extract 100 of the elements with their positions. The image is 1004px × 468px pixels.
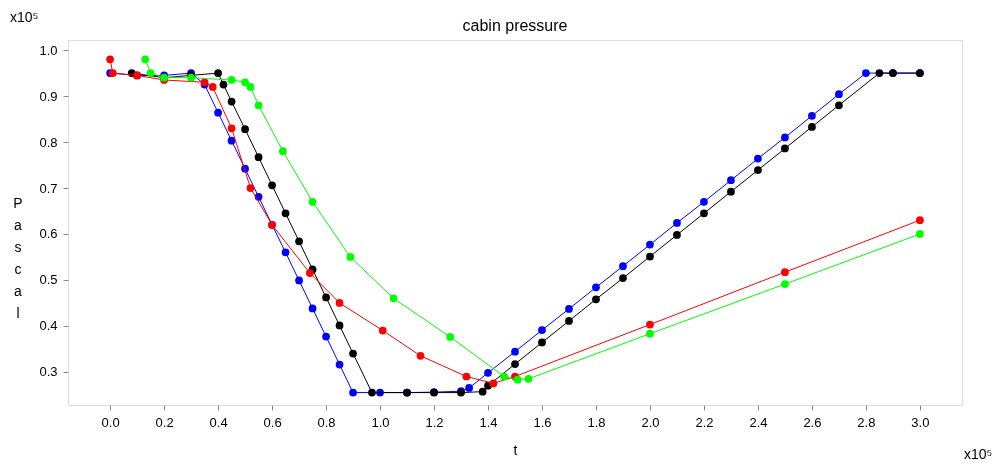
point [538,338,546,347]
x-tick-label: 0.8 [317,414,336,430]
point [278,147,287,156]
point [241,78,249,87]
point [227,97,236,106]
x-tick-label: 2.2 [695,414,714,430]
point [500,372,509,381]
point [254,153,263,162]
point [808,111,816,120]
y-tick-label: 0.5 [39,272,58,288]
point [227,136,236,145]
point [781,133,789,142]
point [673,231,681,239]
x-tick-label: 2.4 [749,414,768,430]
x-tick-label: 2.6 [803,414,822,430]
y-tick-label: 0.7 [39,180,58,196]
point [565,305,573,313]
point [281,248,290,257]
point [106,55,114,64]
point [214,69,222,77]
point [246,83,255,91]
point [538,326,546,334]
point [727,176,735,185]
x-tick-label: 2.0 [641,414,660,430]
point [295,237,303,246]
point [146,69,155,77]
x-tick-label: 0.0 [101,414,120,430]
point [700,197,708,206]
point [368,388,376,397]
point [214,108,222,117]
x-tick-label: 0.2 [155,414,174,430]
point [781,268,789,277]
point [835,90,843,99]
text: x10⁵ [10,9,39,25]
point [619,274,627,282]
point [465,384,473,392]
point [875,69,884,77]
point [349,349,357,358]
point [335,360,344,369]
point [808,123,816,131]
chart-title: cabin pressure [462,17,568,34]
x-tick-label: 3.0 [911,414,930,430]
point [835,101,843,110]
point [781,280,789,288]
point [646,252,654,261]
point [208,83,217,91]
x-tick-label: 1.2 [425,414,444,430]
x-tick-label: 1.6 [533,414,552,430]
point [335,321,344,330]
point [754,166,762,174]
point [727,187,735,196]
point [754,154,762,163]
point [281,209,290,218]
point [268,181,276,190]
point [349,388,357,397]
x-tick-label: 1.4 [479,414,498,430]
point [141,55,150,64]
y-tick-label: 1.0 [39,42,58,58]
point [619,262,627,271]
point [592,295,600,304]
point [322,332,330,341]
point [511,360,519,368]
y-tick-label: 0.8 [39,134,58,150]
point [246,184,255,192]
y-tick-label: 0.9 [39,88,58,104]
y-tick-label: 0.4 [39,318,58,334]
point [646,320,654,329]
point [446,333,455,341]
x-tick-label: 1.8 [587,414,606,430]
point [462,372,471,381]
point [308,304,317,313]
x-tick-label: 0.6 [263,414,282,430]
y-axis-title: Pascal [13,195,23,322]
point [378,326,387,335]
point [862,69,870,77]
point [322,293,330,302]
point [308,197,317,206]
point [335,299,344,307]
point [700,209,708,218]
point [389,294,398,303]
point [416,351,425,360]
point [916,230,924,238]
point [227,76,236,84]
point [241,125,249,134]
x-tick-label: 1.0 [371,414,390,430]
point [673,219,681,227]
point [295,276,303,285]
point [646,329,654,338]
point [484,368,492,377]
point [916,216,924,225]
x-tick-label: 0.4 [209,414,228,430]
point [524,374,533,383]
y-tick-label: 0.3 [39,364,58,380]
point [781,144,789,153]
point [254,101,263,110]
point [511,347,519,356]
x-axis-title: t [513,441,518,458]
point [305,269,314,277]
y-tick-label: 0.6 [39,226,58,242]
point [346,253,355,261]
